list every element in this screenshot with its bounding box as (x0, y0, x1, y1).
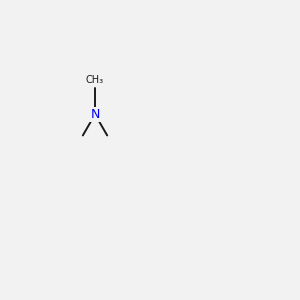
Text: CH₃: CH₃ (86, 75, 104, 85)
Text: N: N (90, 108, 100, 121)
